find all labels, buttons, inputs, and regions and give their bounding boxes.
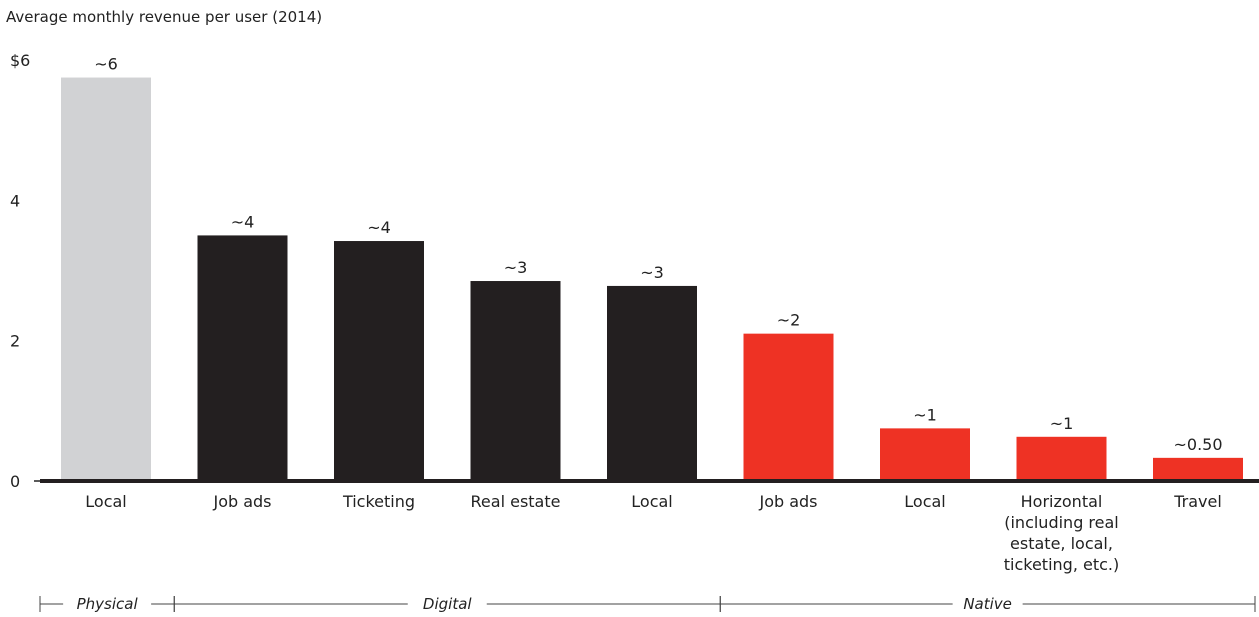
group-label: Native	[963, 595, 1012, 613]
x-axis: Local Job ads Ticketing Real estate Local Job…	[40, 479, 1259, 574]
x-category-label: Local	[631, 492, 672, 511]
bar-data-label: ~1	[913, 405, 937, 424]
bar	[607, 285, 697, 481]
y-tick-label: 2	[10, 332, 20, 351]
bar-data-label: ~1	[1050, 414, 1074, 433]
group-brackets: Physical Digital Native	[39, 595, 1256, 613]
y-tick-label: 4	[10, 191, 20, 210]
x-category-label: Local	[85, 492, 126, 511]
bar	[743, 333, 834, 481]
bar-data-label: ~0.50	[1173, 435, 1222, 454]
x-category-label: Job ads	[212, 492, 271, 511]
bar	[197, 235, 288, 481]
x-category-label: Local	[904, 492, 945, 511]
x-category-label: Real estate	[471, 492, 561, 511]
bar-data-label: ~4	[231, 212, 255, 231]
x-category-label: Travel	[1173, 492, 1222, 511]
bar	[880, 428, 970, 481]
bar-data-label: ~4	[367, 218, 391, 237]
x-category-label: Horizontal (including real estate, local, t…	[1004, 492, 1119, 574]
group-label: Digital	[423, 595, 472, 613]
bars: ~6 ~4 ~4 ~3 ~3 ~2 ~1 ~1 ~0.50	[61, 55, 1243, 482]
bar-data-label: ~2	[777, 311, 801, 330]
bar	[61, 77, 151, 482]
bar	[334, 241, 424, 481]
x-category-label: Job ads	[758, 492, 817, 511]
x-category-label: Ticketing	[342, 492, 415, 511]
bar-data-label: ~6	[94, 55, 118, 74]
bar	[470, 281, 561, 481]
bar-data-label: ~3	[504, 258, 528, 277]
y-tick-label: $6	[10, 51, 30, 70]
y-tick-label: 0	[10, 472, 20, 491]
chart-title: Average monthly revenue per user (2014)	[6, 8, 322, 26]
bar	[1016, 436, 1107, 481]
group-label: Physical	[77, 595, 139, 613]
bar	[1153, 457, 1243, 481]
bar-data-label: ~3	[640, 263, 664, 282]
y-axis: 0 2 4 $6	[10, 51, 42, 491]
